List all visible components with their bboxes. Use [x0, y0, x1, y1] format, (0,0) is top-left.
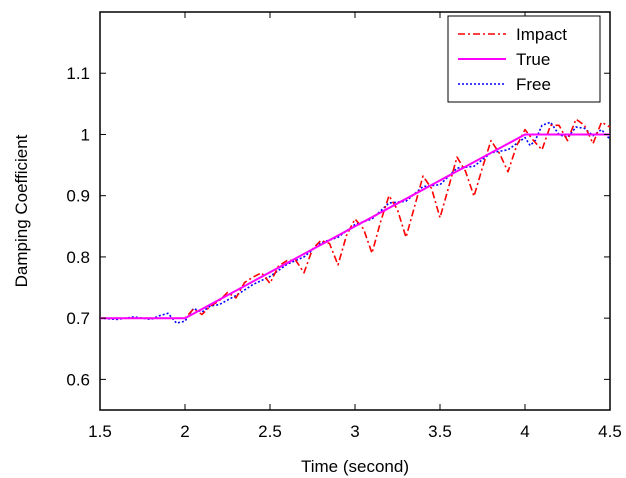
series-line-free [99, 121, 611, 324]
x-tick-label: 3 [350, 422, 359, 441]
ticks-layer: 1.5 2 2.5 3 3.5 4 4.5 0.6 0.7 0.8 0.9 1 1.1 [66, 12, 622, 441]
y-tick-label: 0.9 [66, 187, 90, 206]
legend-label-impact: Impact [516, 25, 567, 44]
series-line-impact [100, 118, 611, 320]
x-tick-label: 4 [520, 422, 529, 441]
y-tick-label: 1.1 [66, 64, 90, 83]
y-tick-label: 0.8 [66, 248, 90, 267]
x-tick-label: 4.5 [598, 422, 622, 441]
series-line-true [100, 133, 610, 320]
x-tick-label: 3.5 [428, 422, 452, 441]
y-tick-label: 0.6 [66, 370, 90, 389]
y-axis-label: Damping Coefficient [12, 134, 31, 287]
series-layer [99, 118, 611, 324]
legend-label-true: True [516, 50, 550, 69]
x-axis-label: Time (second) [301, 457, 409, 476]
y-tick-label: 1 [81, 125, 90, 144]
y-tick-label: 0.7 [66, 309, 90, 328]
x-tick-label: 1.5 [88, 422, 112, 441]
legend: Impact True Free [447, 15, 601, 103]
x-tick-label: 2 [180, 422, 189, 441]
legend-label-free: Free [516, 75, 551, 94]
x-tick-label: 2.5 [258, 422, 282, 441]
